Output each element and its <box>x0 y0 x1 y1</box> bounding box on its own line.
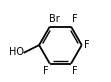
Text: HO: HO <box>9 47 24 57</box>
Text: F: F <box>43 66 49 76</box>
Text: F: F <box>72 14 77 24</box>
Text: Br: Br <box>49 14 60 24</box>
Text: F: F <box>72 66 77 76</box>
Text: F: F <box>84 40 90 50</box>
